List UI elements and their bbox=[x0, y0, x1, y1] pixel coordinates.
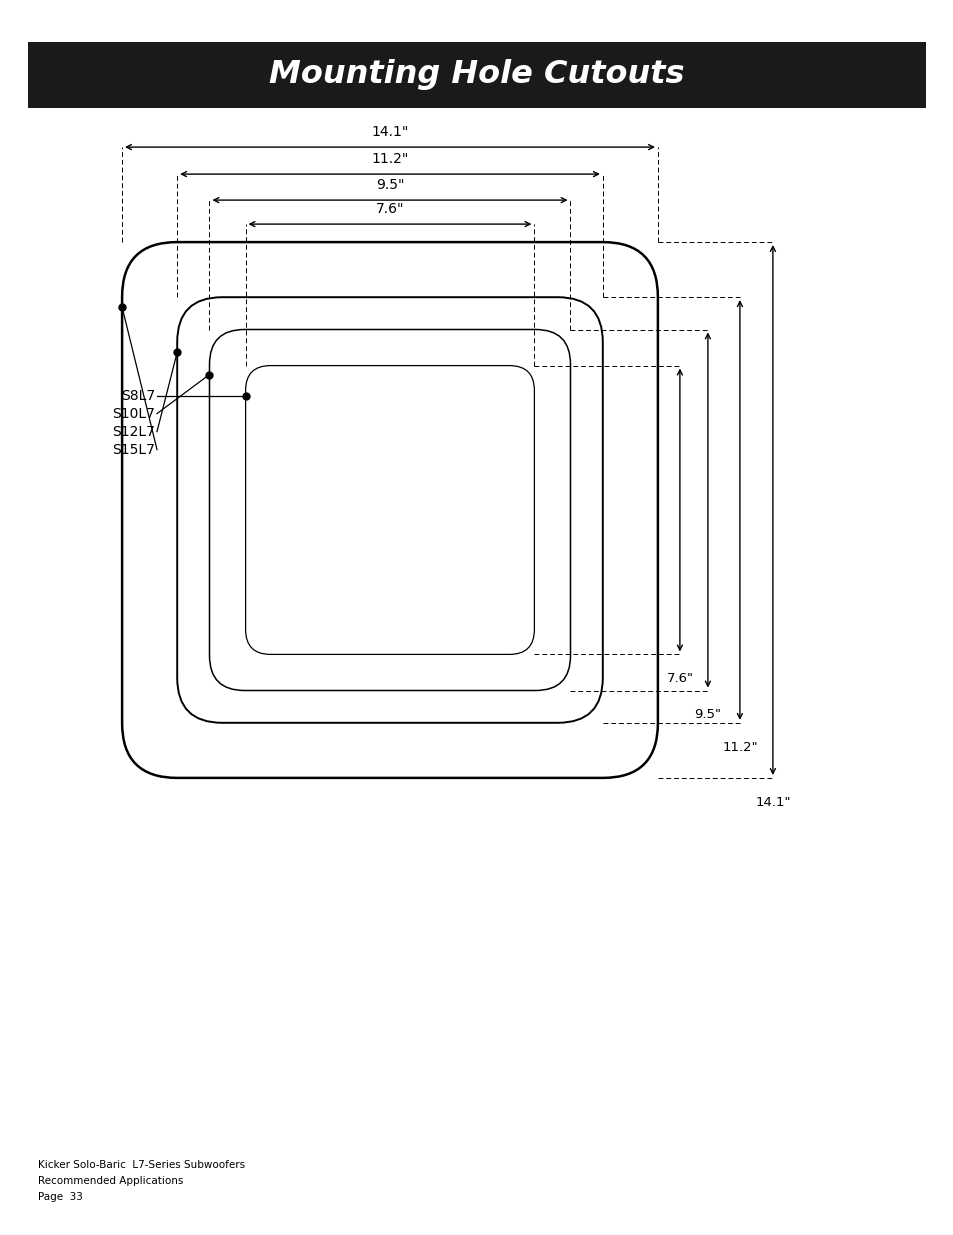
Text: S12L7: S12L7 bbox=[112, 425, 154, 438]
Text: Mounting Hole Cutouts: Mounting Hole Cutouts bbox=[269, 59, 684, 90]
Text: S15L7: S15L7 bbox=[112, 442, 154, 457]
Bar bbox=[28, 42, 925, 107]
Text: 11.2": 11.2" bbox=[721, 741, 757, 753]
Text: Page  33: Page 33 bbox=[38, 1192, 83, 1202]
Text: 7.6": 7.6" bbox=[666, 672, 693, 685]
Text: S8L7: S8L7 bbox=[121, 389, 154, 403]
Text: Recommended Applications: Recommended Applications bbox=[38, 1176, 183, 1186]
Text: 14.1": 14.1" bbox=[755, 795, 790, 809]
Text: 11.2": 11.2" bbox=[371, 152, 408, 165]
Text: Kicker Solo-Baric  L7-Series Subwoofers: Kicker Solo-Baric L7-Series Subwoofers bbox=[38, 1160, 245, 1170]
Text: 9.5": 9.5" bbox=[694, 709, 720, 721]
Text: 7.6": 7.6" bbox=[375, 203, 404, 216]
Text: 9.5": 9.5" bbox=[375, 178, 404, 193]
Text: S10L7: S10L7 bbox=[112, 406, 154, 421]
Text: 14.1": 14.1" bbox=[371, 125, 408, 140]
